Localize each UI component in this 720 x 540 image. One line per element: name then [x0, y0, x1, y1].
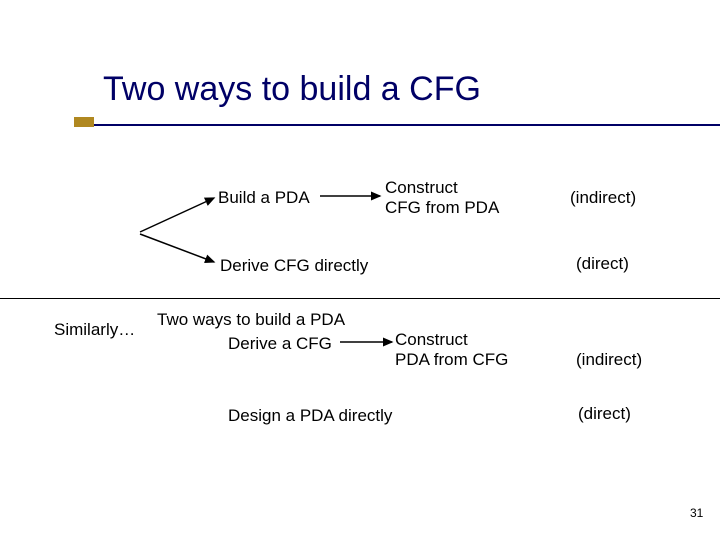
page-number: 31: [690, 506, 703, 520]
arrows-layer: [0, 0, 720, 540]
arrow-branch-down: [140, 234, 214, 262]
arrow-branch-up: [140, 198, 214, 232]
